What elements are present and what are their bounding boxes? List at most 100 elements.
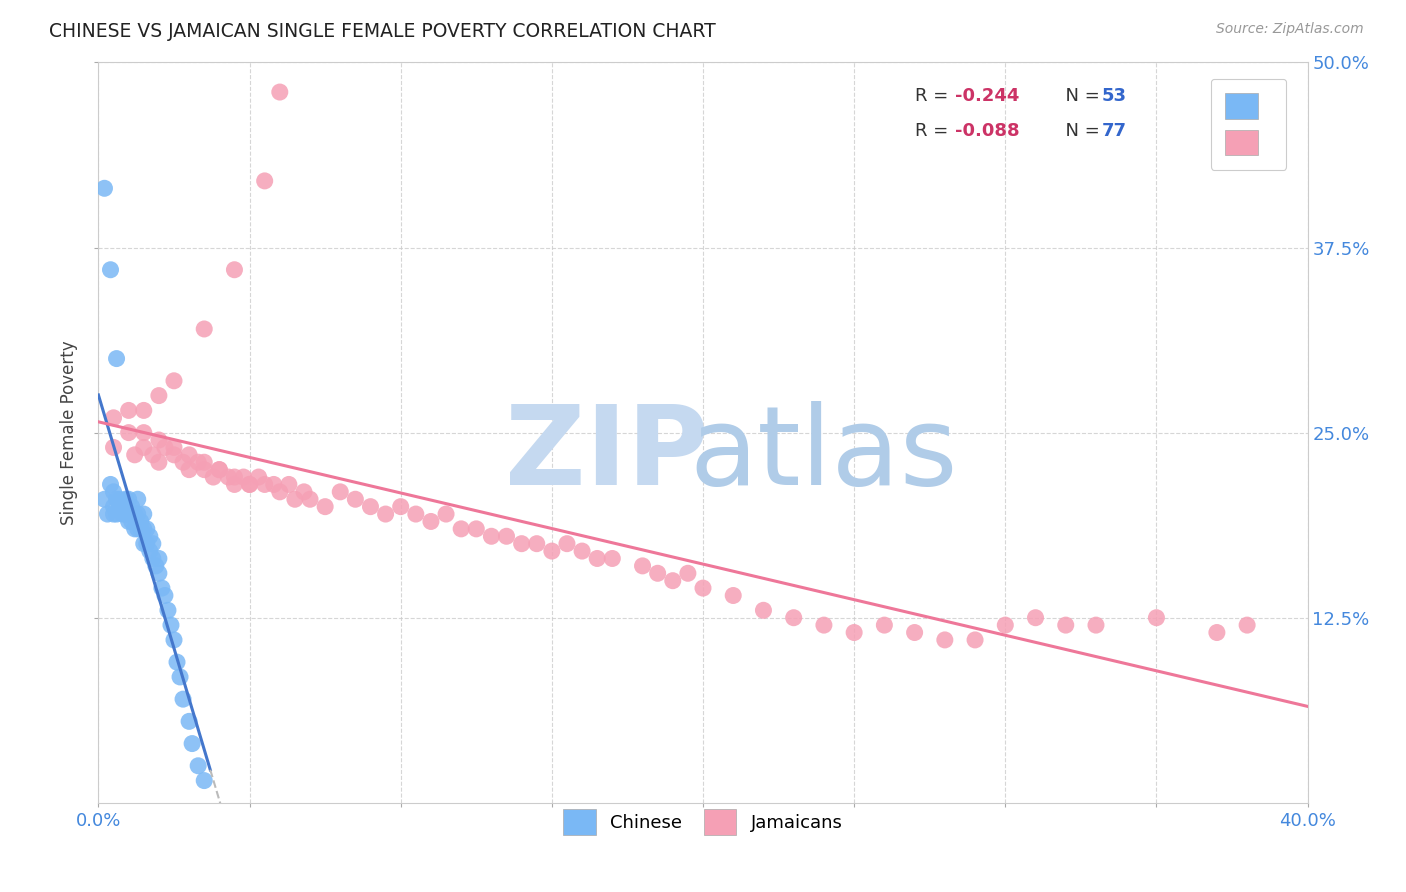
Point	[139, 544, 162, 558]
Point	[202, 470, 225, 484]
Point	[247, 470, 270, 484]
Text: R =: R =	[915, 121, 953, 139]
Point	[1144, 610, 1167, 624]
Point	[526, 536, 548, 550]
Text: CHINESE VS JAMAICAN SINGLE FEMALE POVERTY CORRELATION CHART: CHINESE VS JAMAICAN SINGLE FEMALE POVERT…	[49, 22, 716, 41]
Point	[676, 566, 699, 581]
Point	[405, 507, 427, 521]
Point	[661, 574, 683, 588]
Point	[148, 433, 170, 447]
Point	[193, 462, 215, 476]
Point	[103, 500, 125, 514]
Point	[904, 625, 927, 640]
Point	[93, 492, 115, 507]
Point	[374, 507, 396, 521]
Point	[156, 603, 179, 617]
Point	[96, 507, 118, 521]
Point	[127, 492, 149, 507]
Point	[135, 522, 157, 536]
Point	[118, 515, 141, 529]
Point	[142, 536, 165, 550]
Text: atlas: atlas	[690, 401, 957, 508]
Point	[148, 455, 170, 469]
Point	[1024, 610, 1046, 624]
Point	[314, 500, 336, 514]
Point	[1206, 625, 1229, 640]
Point	[153, 441, 176, 455]
Text: R =: R =	[915, 87, 953, 104]
Point	[481, 529, 503, 543]
Point	[752, 603, 775, 617]
Point	[124, 448, 146, 462]
Point	[179, 462, 201, 476]
Point	[172, 692, 194, 706]
Point	[284, 492, 307, 507]
Point	[269, 484, 291, 499]
Point	[193, 455, 215, 469]
Point	[139, 529, 162, 543]
Point	[132, 441, 155, 455]
Point	[150, 581, 173, 595]
Point	[108, 500, 131, 514]
Point	[100, 477, 122, 491]
Point	[277, 477, 299, 491]
Point	[232, 470, 254, 484]
Point	[844, 625, 866, 640]
Point	[253, 174, 276, 188]
Point	[127, 507, 149, 521]
Text: 53: 53	[1102, 87, 1128, 104]
Point	[118, 425, 141, 440]
Point	[103, 441, 125, 455]
Point	[239, 477, 262, 491]
Point	[540, 544, 562, 558]
Point	[118, 403, 141, 417]
Point	[253, 477, 276, 491]
Point	[166, 655, 188, 669]
Point	[263, 477, 285, 491]
Point	[129, 522, 152, 536]
Point	[187, 455, 209, 469]
Text: Source: ZipAtlas.com: Source: ZipAtlas.com	[1216, 22, 1364, 37]
Point	[142, 551, 165, 566]
Point	[450, 522, 472, 536]
Text: N =: N =	[1053, 121, 1105, 139]
Point	[510, 536, 533, 550]
Point	[1236, 618, 1258, 632]
Point	[344, 492, 367, 507]
Point	[172, 455, 194, 469]
Point	[179, 448, 201, 462]
Point	[118, 507, 141, 521]
Point	[163, 441, 186, 455]
Point	[103, 484, 125, 499]
Point	[224, 262, 246, 277]
Point	[555, 536, 578, 550]
Point	[299, 492, 322, 507]
Point	[181, 737, 204, 751]
Point	[631, 558, 654, 573]
Point	[105, 492, 128, 507]
Point	[187, 758, 209, 772]
Point	[105, 507, 128, 521]
Point	[160, 618, 183, 632]
Point	[124, 522, 146, 536]
Point	[132, 536, 155, 550]
Point	[420, 515, 443, 529]
Text: ZIP: ZIP	[505, 401, 709, 508]
Y-axis label: Single Female Poverty: Single Female Poverty	[60, 341, 79, 524]
Point	[179, 714, 201, 729]
Point	[135, 536, 157, 550]
Point	[148, 551, 170, 566]
Legend: Chinese, Jamaicans: Chinese, Jamaicans	[548, 795, 858, 849]
Point	[111, 500, 134, 514]
Point	[723, 589, 745, 603]
Point	[224, 477, 246, 491]
Point	[132, 425, 155, 440]
Point	[208, 462, 231, 476]
Point	[994, 618, 1017, 632]
Point	[495, 529, 517, 543]
Point	[586, 551, 609, 566]
Point	[329, 484, 352, 499]
Point	[813, 618, 835, 632]
Point	[692, 581, 714, 595]
Point	[118, 492, 141, 507]
